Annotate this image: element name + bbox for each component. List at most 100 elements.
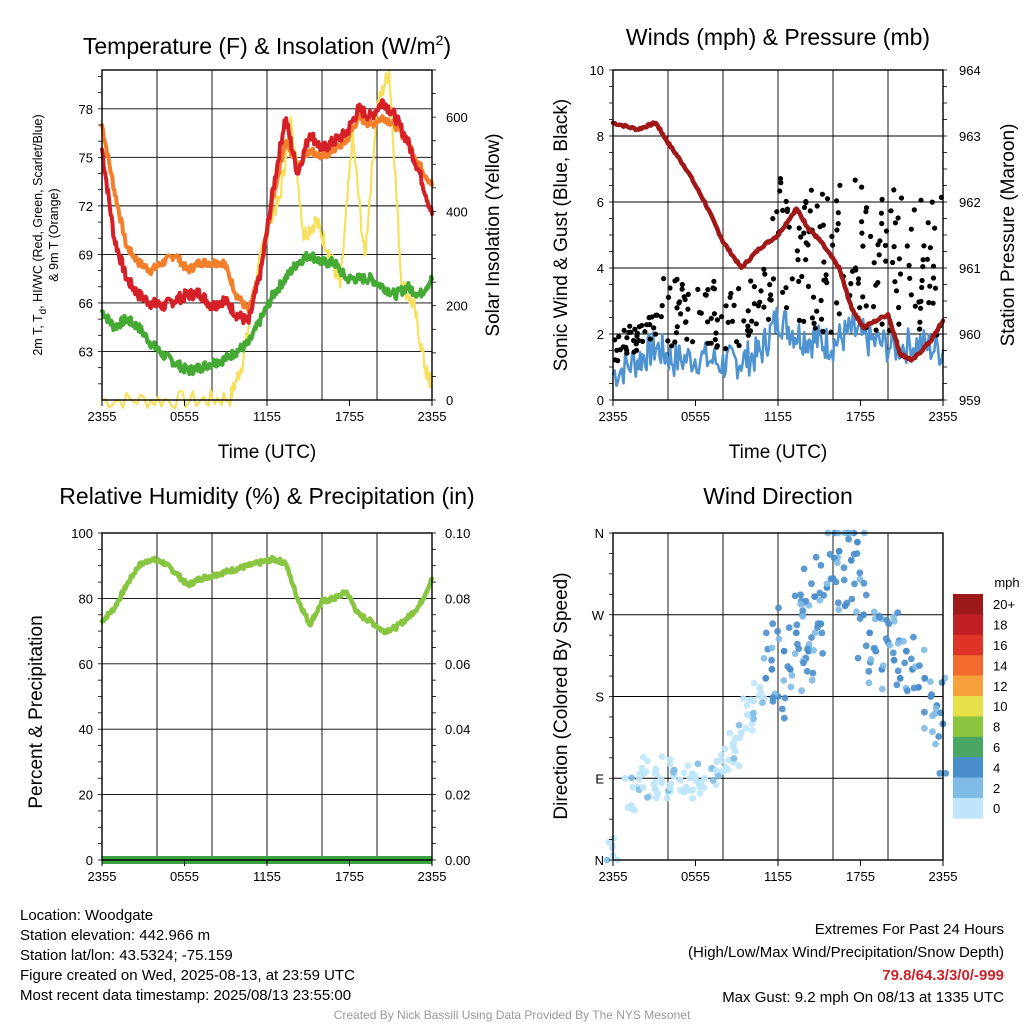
direction-point	[757, 689, 765, 696]
direction-point	[853, 608, 860, 616]
gust-point	[745, 332, 752, 338]
direction-point	[737, 729, 745, 737]
x-tick-label: 2355	[599, 409, 628, 424]
direction-point	[816, 589, 824, 597]
gust-point	[685, 291, 691, 297]
direction-point	[804, 645, 811, 653]
gust-point	[659, 303, 665, 309]
direction-point	[787, 683, 795, 691]
gust-point	[794, 248, 801, 254]
gust-point	[761, 266, 767, 272]
x-tick-label: 2355	[599, 869, 628, 884]
direction-point	[750, 679, 758, 687]
legend-swatch	[953, 634, 983, 656]
legend-swatch	[953, 736, 983, 758]
direction-point	[810, 647, 817, 654]
gust-point	[908, 292, 914, 298]
y-tick-label: 66	[79, 296, 93, 311]
direction-point	[894, 609, 902, 616]
direction-point	[791, 592, 799, 600]
direction-point	[803, 667, 811, 675]
legend-label: 18	[993, 618, 1007, 633]
gust-point	[777, 188, 783, 194]
gust-point	[828, 329, 834, 335]
gust-point	[624, 335, 630, 341]
gust-point	[642, 329, 648, 335]
gust-point	[777, 176, 784, 182]
legend-swatch	[953, 798, 983, 819]
direction-point	[927, 678, 934, 685]
gust-point	[651, 325, 657, 331]
direction-point	[878, 685, 886, 693]
direction-point	[870, 645, 878, 652]
gust-point	[672, 339, 678, 345]
legend-label: 16	[993, 638, 1007, 653]
gust-point	[927, 283, 933, 289]
legend-label: 12	[993, 679, 1007, 694]
direction-point	[718, 751, 725, 759]
gust-point	[719, 314, 725, 320]
direction-point	[840, 564, 848, 572]
station-location: Location: Woodgate	[20, 907, 153, 924]
gust-point	[673, 330, 680, 336]
gust-point	[929, 199, 935, 205]
direction-point	[808, 580, 815, 588]
direction-point	[696, 790, 704, 797]
x-tick-label: 1755	[846, 869, 875, 884]
direction-point	[748, 727, 756, 734]
direction-point	[775, 635, 783, 643]
gust-point	[930, 300, 936, 306]
direction-point	[780, 714, 788, 722]
series-line-3	[100, 69, 434, 410]
gust-point	[882, 242, 889, 248]
gust-point	[819, 191, 826, 197]
direction-point	[894, 667, 902, 675]
direction-point	[896, 674, 904, 682]
direction-point	[802, 597, 810, 605]
gust-point	[878, 210, 885, 216]
direction-point	[657, 775, 665, 782]
x-tick-label: 0555	[681, 409, 710, 424]
gust-point	[661, 276, 667, 282]
gust-point	[696, 309, 703, 316]
gust-point	[860, 294, 866, 300]
panel-title: Relative Humidity (%) & Precipitation (i…	[59, 483, 474, 509]
gust-point	[765, 316, 772, 322]
x-tick-label: 2355	[418, 409, 447, 424]
gust-point	[695, 286, 701, 292]
direction-point	[746, 696, 754, 704]
gust-point	[848, 281, 854, 287]
gust-point	[852, 177, 858, 183]
direction-point	[750, 715, 757, 723]
direction-point	[882, 635, 890, 643]
gust-point	[624, 347, 630, 353]
direction-point	[676, 786, 684, 794]
gust-point	[811, 320, 817, 326]
legend-swatch	[953, 716, 983, 738]
direction-point	[628, 774, 635, 782]
gust-point	[647, 336, 653, 342]
direction-point	[686, 774, 694, 782]
gust-point	[725, 319, 731, 325]
y-tick-label: 80	[79, 591, 93, 606]
y-tick-label: 78	[79, 102, 93, 117]
gust-point	[685, 306, 691, 312]
gust-point	[677, 299, 683, 305]
y-tick-label: 0	[86, 853, 93, 868]
gust-point	[810, 294, 817, 300]
gust-point	[896, 321, 902, 327]
direction-point	[800, 565, 808, 573]
direction-point	[759, 699, 766, 706]
gust-point	[876, 252, 882, 258]
gust-point	[615, 358, 621, 364]
gust-point	[879, 196, 885, 202]
direction-point	[736, 734, 744, 742]
direction-point	[835, 547, 843, 555]
direction-point	[856, 615, 864, 622]
direction-point	[735, 721, 743, 729]
direction-point	[624, 804, 632, 811]
y2-tick-label: 962	[959, 195, 981, 210]
direction-point	[867, 655, 875, 663]
gust-point	[795, 257, 801, 263]
direction-point	[890, 613, 898, 621]
